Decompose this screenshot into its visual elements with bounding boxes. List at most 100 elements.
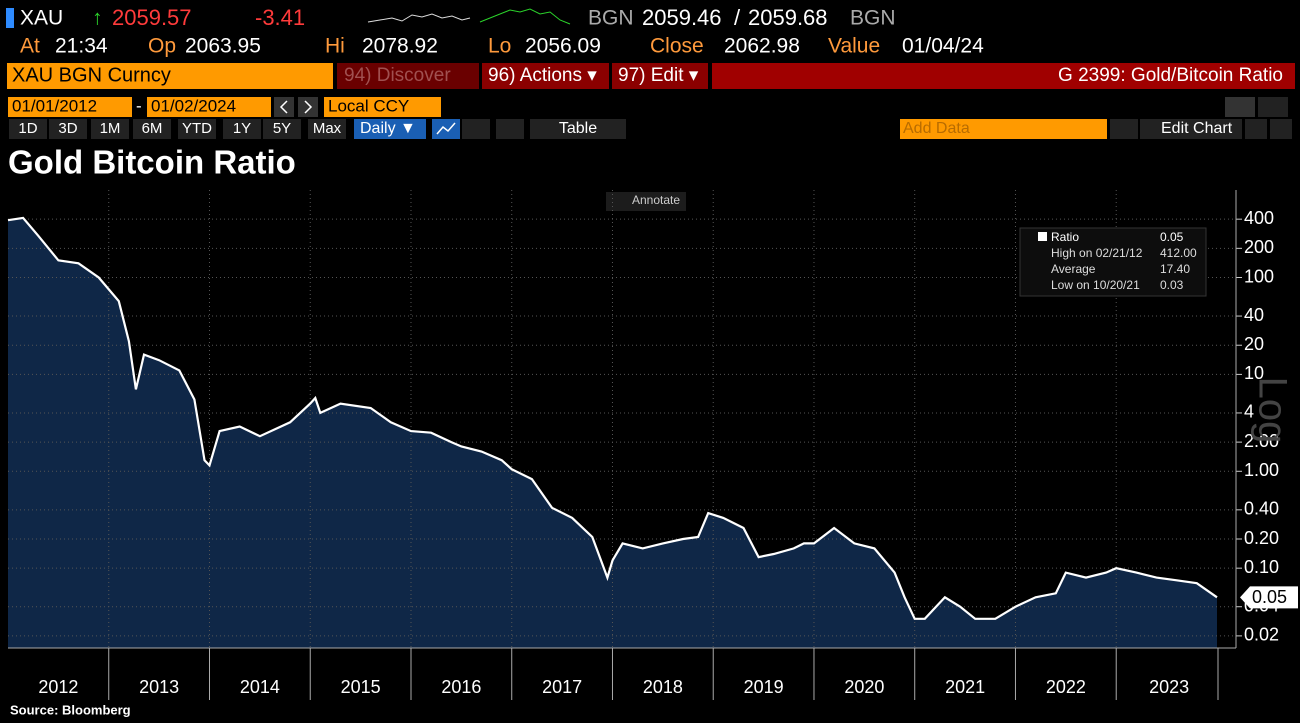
start-date-field[interactable]: [8, 97, 132, 117]
legend-swatch: [1038, 232, 1047, 241]
x-tick-label: 2018: [643, 677, 683, 697]
y-tick-label: 10: [1244, 363, 1264, 383]
edit-chart-button[interactable]: [1140, 119, 1242, 139]
period-button[interactable]: [91, 119, 129, 139]
next-button[interactable]: [298, 97, 318, 117]
discover-button[interactable]: [337, 63, 479, 89]
quote-label: At: [20, 35, 40, 58]
y-tick-label: 0.02: [1244, 625, 1279, 645]
legend-value: 0.05: [1160, 230, 1184, 244]
draw-button[interactable]: [1245, 119, 1267, 139]
x-tick-label: 2013: [139, 677, 179, 697]
period-label: Max: [313, 120, 342, 137]
edit-button[interactable]: [612, 63, 708, 89]
more-button[interactable]: [496, 119, 524, 139]
change: -3.41: [255, 5, 305, 30]
annotate-button[interactable]: [606, 192, 686, 211]
separator: /: [734, 5, 741, 30]
end-date-field[interactable]: [147, 97, 271, 117]
source: Source: Bloomberg: [10, 702, 131, 717]
quote-label: Hi: [325, 35, 345, 58]
period-buttons: 1D 3D 1M 6M YTD 1Y 5Y Max: [9, 119, 346, 139]
legend-box: [1019, 227, 1207, 297]
edit-chart: Edit Chart: [1161, 120, 1233, 137]
change-arrow: ↑: [92, 7, 103, 30]
y-tick-label: 0.40: [1244, 499, 1279, 519]
period-button[interactable]: [308, 119, 346, 139]
start-date: 01/01/2012: [12, 96, 97, 115]
period-button[interactable]: [223, 119, 261, 139]
period-button[interactable]: [49, 119, 87, 139]
y-tick-label: 200: [1244, 237, 1274, 257]
bid: 2059.46: [642, 5, 722, 30]
y-tick-label: 0.20: [1244, 528, 1279, 548]
period-label: 1D: [18, 120, 37, 137]
date-separator: -: [136, 96, 142, 115]
ask: 2059.68: [748, 5, 828, 30]
x-tick-label: 2020: [844, 677, 884, 697]
quote-value: 01/04/24: [902, 35, 984, 58]
legend-name: Ratio: [1051, 230, 1079, 244]
prev-button[interactable]: [274, 97, 294, 117]
y-tick-label: 100: [1244, 266, 1274, 286]
ticker-marker: [6, 8, 14, 28]
currency: Local CCY: [328, 96, 409, 115]
y-tick-label: 0.10: [1244, 557, 1279, 577]
edit-label: 97) Edit ▾: [618, 65, 699, 86]
function-title: G 2399: Gold/Bitcoin Ratio: [1058, 65, 1283, 86]
x-tick-label: 2022: [1046, 677, 1086, 697]
settings-button[interactable]: [1270, 119, 1292, 139]
quote-value: 21:34: [55, 35, 108, 58]
actions-button[interactable]: [482, 63, 609, 89]
chart: 40020010040201042.001.000.400.200.100.04…: [7, 190, 1298, 700]
quote-row: At 21:34 Op 2063.95 Hi 2078.92 Lo 2056.09 Close 2…: [20, 35, 984, 58]
x-tick-label: 2021: [945, 677, 985, 697]
y-tick-label: 2.00: [1244, 431, 1279, 451]
period-label: YTD: [182, 120, 212, 137]
period-button[interactable]: [263, 119, 301, 139]
bar-type-button[interactable]: [462, 119, 490, 139]
y-tick-label: 4: [1244, 402, 1254, 422]
x-tick-label: 2016: [441, 677, 481, 697]
period-label: 6M: [142, 120, 163, 137]
security-field[interactable]: [7, 63, 333, 89]
add-data: Add Data: [903, 120, 970, 137]
collapse-button[interactable]: [1110, 119, 1138, 139]
period-label: 5Y: [273, 120, 291, 137]
period-button[interactable]: [178, 119, 216, 139]
stat-value: 17.40: [1160, 262, 1190, 276]
redo-button[interactable]: [1258, 97, 1288, 117]
y-tick-label: 20: [1244, 334, 1264, 354]
nav-arrows: [279, 100, 313, 114]
x-tick-label: 2012: [38, 677, 78, 697]
quote-label: Op: [148, 35, 176, 58]
y-tick-label: 1.00: [1244, 460, 1279, 480]
undo-button[interactable]: [1225, 97, 1255, 117]
last-price: 2059.57: [112, 5, 192, 30]
quote-value: 2078.92: [362, 35, 438, 58]
area-fill: [8, 217, 1217, 648]
actions-label: 96) Actions ▾: [488, 65, 597, 86]
period-label: 3D: [58, 120, 77, 137]
period-button[interactable]: [9, 119, 47, 139]
x-tick-label: 2019: [744, 677, 784, 697]
stat-label: High on 02/21/12: [1051, 246, 1143, 260]
frequency-button[interactable]: [354, 119, 426, 139]
discover-label: 94) Discover: [344, 65, 451, 86]
series-line: [7, 216, 1218, 620]
quote-value: 2056.09: [525, 35, 601, 58]
quote-label: Close: [650, 35, 704, 58]
price-source: BGN: [588, 7, 634, 30]
period-label: 1Y: [233, 120, 251, 137]
quote-label: Value: [828, 35, 880, 58]
frequency: Daily ▼: [360, 120, 416, 137]
period-button[interactable]: [133, 119, 171, 139]
add-data-field[interactable]: [900, 119, 1107, 139]
currency-field[interactable]: [324, 97, 441, 117]
chart-type-icon: [436, 122, 456, 135]
annotate: Annotate: [632, 193, 680, 207]
ticker: XAU: [20, 7, 63, 30]
table-button[interactable]: [530, 119, 626, 139]
period-label: 1M: [100, 120, 121, 137]
